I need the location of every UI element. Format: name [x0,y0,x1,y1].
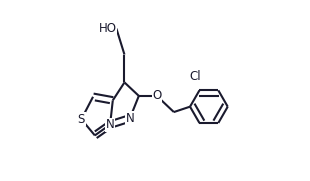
Text: S: S [78,113,85,126]
Text: N: N [106,118,114,131]
Text: HO: HO [98,22,116,35]
Text: O: O [152,89,162,102]
Text: N: N [126,112,134,125]
Text: Cl: Cl [189,70,201,83]
